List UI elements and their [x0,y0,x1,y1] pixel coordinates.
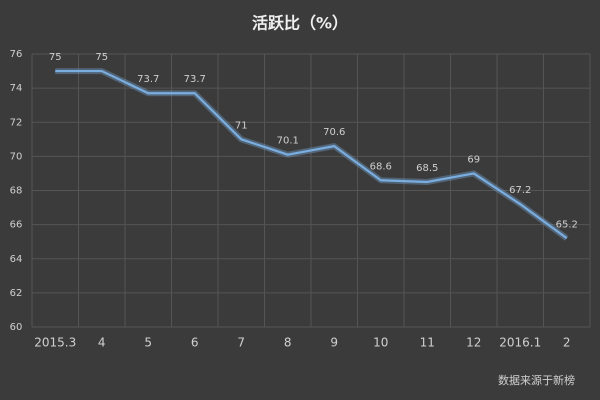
x-tick-label: 10 [373,336,388,350]
data-label: 70.6 [323,127,345,138]
y-tick-label: 60 [10,322,23,333]
x-tick-label: 11 [420,336,435,350]
y-tick-label: 66 [10,220,23,231]
line [55,69,568,240]
x-tick-label: 4 [98,336,106,350]
x-tick-label: 2016.1 [499,336,541,350]
data-label: 67.2 [509,185,531,196]
y-tick-label: 70 [10,151,23,162]
x-tick-label: 9 [330,336,338,350]
y-tick-label: 74 [10,83,23,94]
x-tick-label: 2 [563,336,571,350]
y-tick-label: 68 [10,186,23,197]
x-tick-label: 8 [284,336,292,350]
data-label: 68.6 [370,161,392,172]
y-tick-label: 72 [10,117,23,128]
data-label: 70.1 [277,136,299,147]
data-label: 65.2 [556,219,578,230]
x-tick-label: 2015.3 [34,336,76,350]
x-tick-label: 12 [466,336,481,350]
x-tick-label: 5 [144,336,152,350]
x-tick-label: 7 [237,336,245,350]
data-label: 75 [49,52,62,63]
y-tick-label: 64 [10,254,23,265]
data-label: 73.7 [184,74,206,85]
x-tick-label: 6 [191,336,199,350]
y-tick-label: 62 [10,288,23,299]
data-label: 73.7 [137,74,159,85]
data-label: 71 [235,120,248,131]
data-label: 68.5 [416,163,438,174]
data-label: 69 [467,154,480,165]
chart-title: 活跃比（%） [252,14,348,33]
source-note: 数据来源于新榜 [498,373,575,387]
data-label: 75 [95,52,108,63]
y-tick-label: 76 [10,49,23,60]
